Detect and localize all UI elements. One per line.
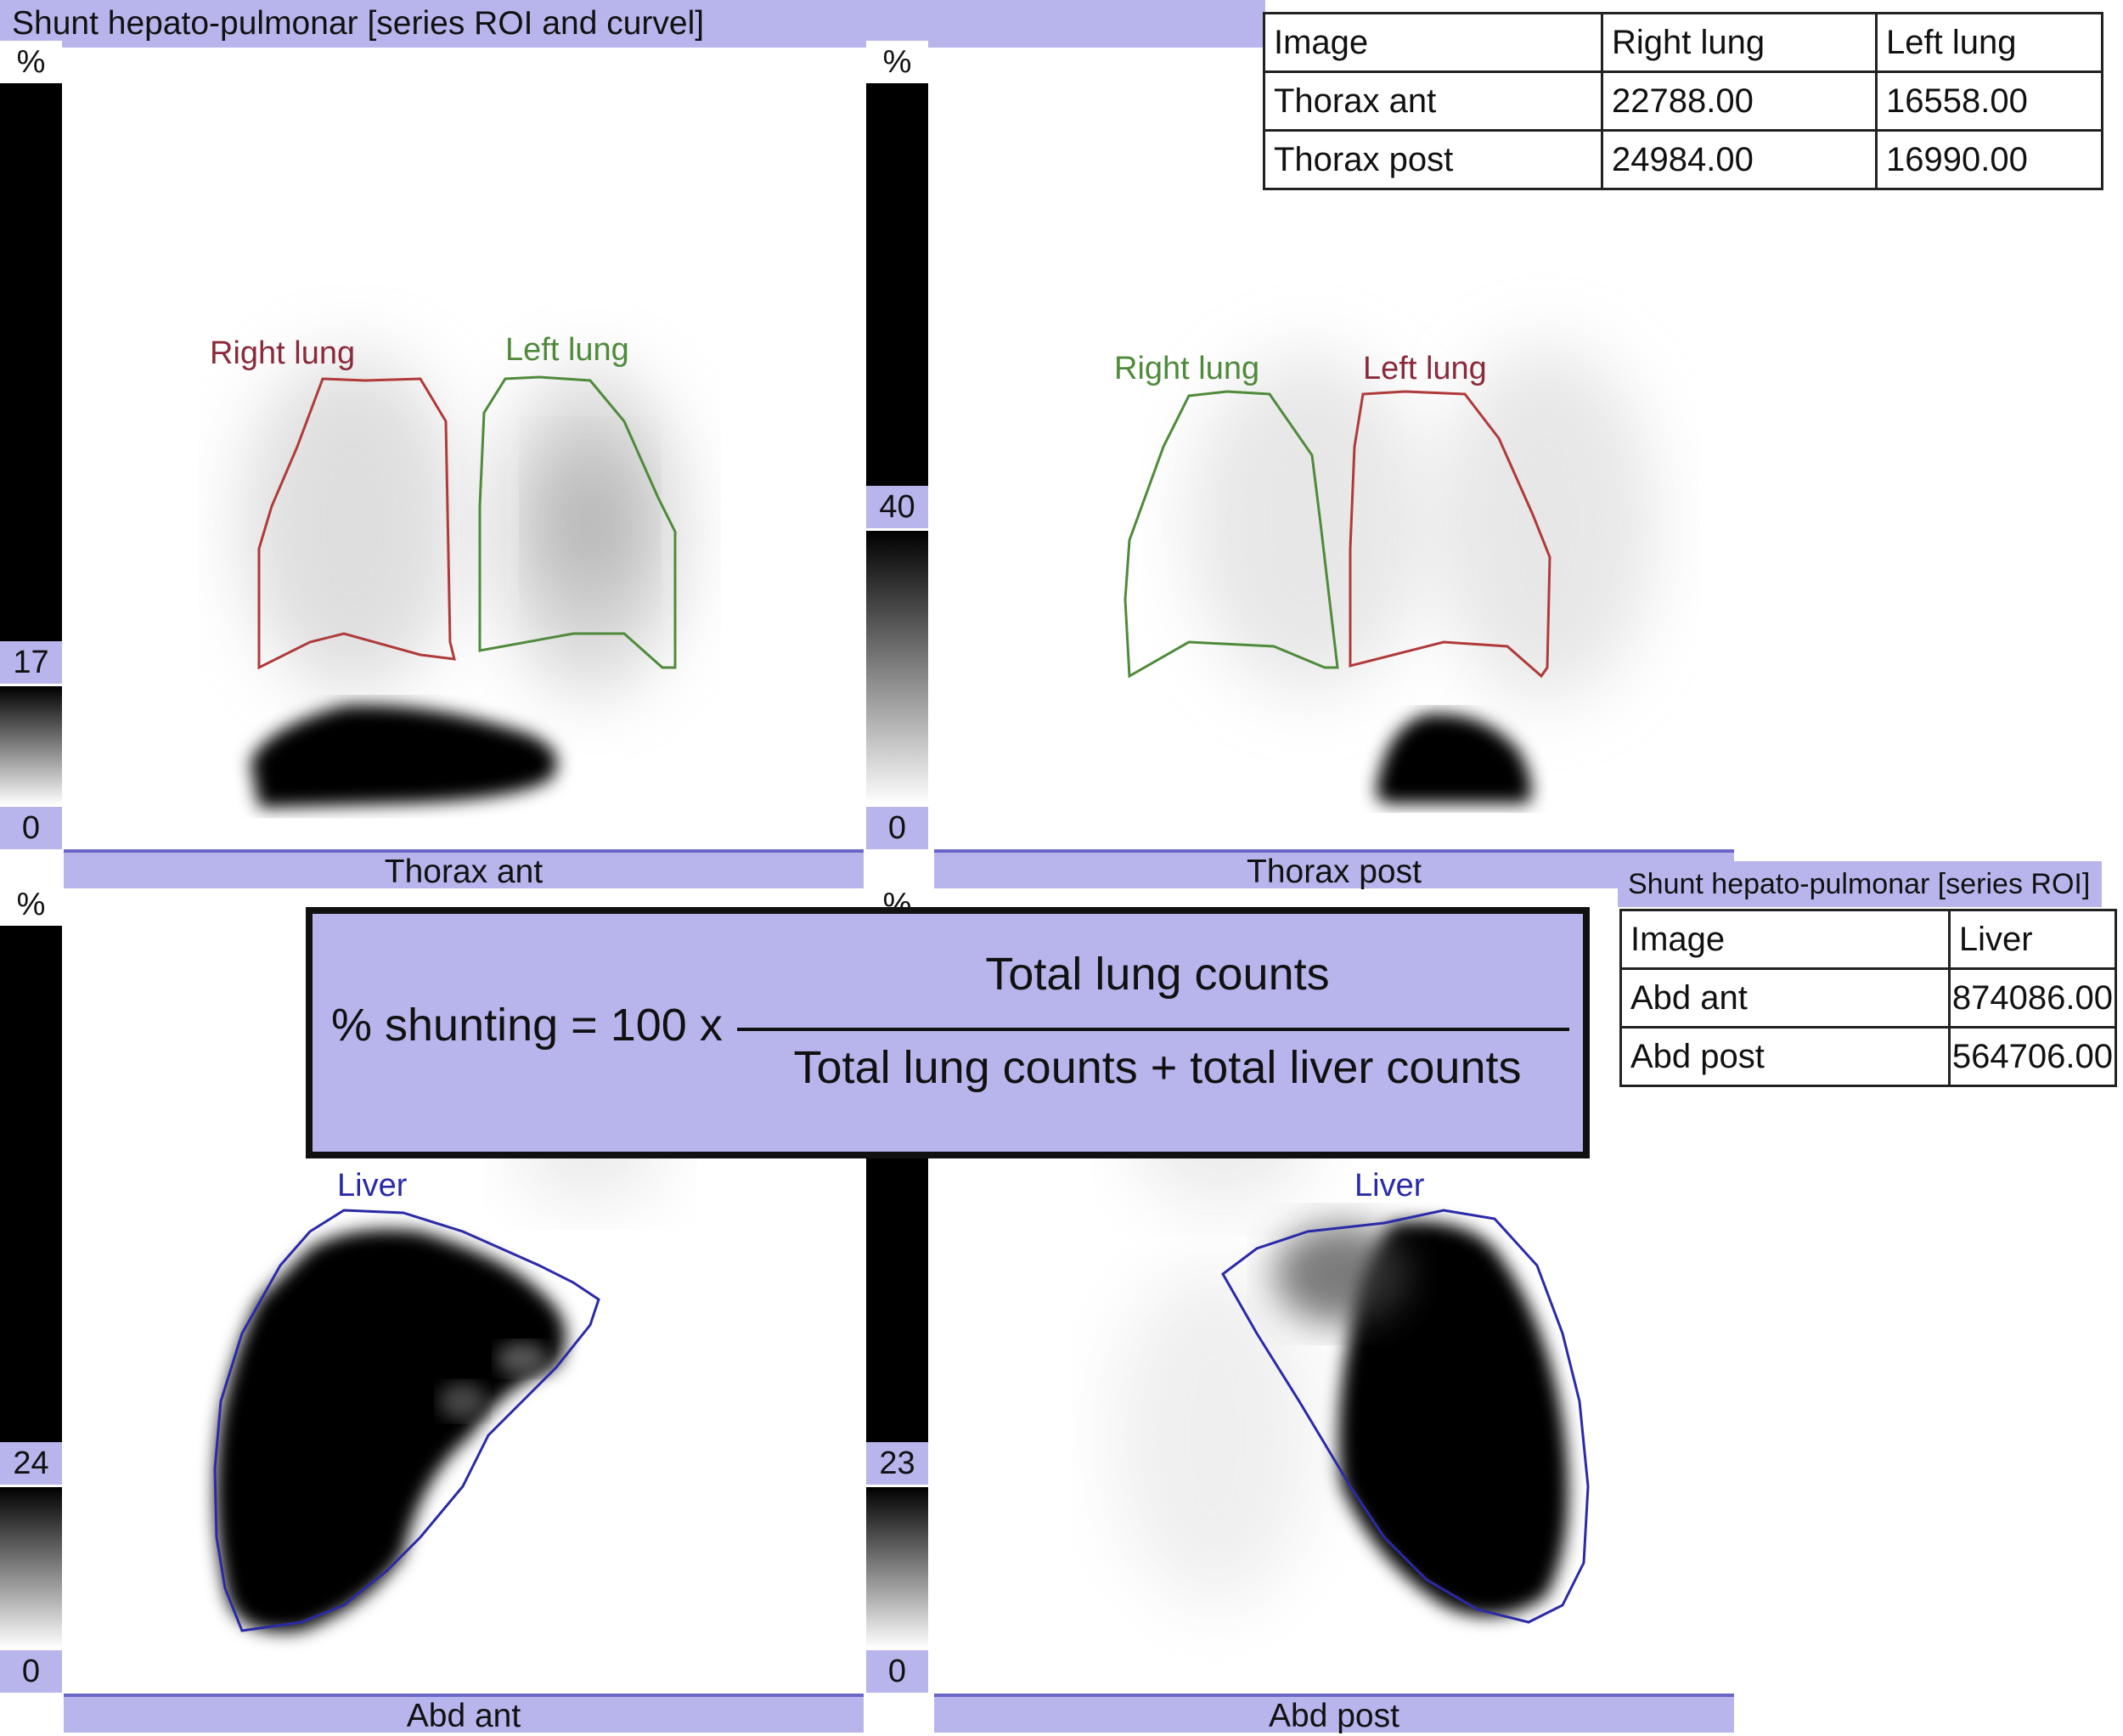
color-scale-gradient: [866, 531, 928, 805]
roi-label-right-lung: Right lung: [210, 335, 355, 371]
color-scale-gradient: [0, 1487, 62, 1649]
scale-percent-label: %: [866, 41, 928, 83]
panel-caption-thorax-ant: Thorax ant: [64, 849, 864, 890]
table-header-cell: Image: [1263, 12, 1603, 73]
roi-liver-outline: [1221, 1209, 1590, 1624]
scale-max-label: 23: [866, 1442, 928, 1485]
liver-table-title: Shunt hepato-pulmonar [series ROI]: [1618, 861, 2102, 907]
color-scale-bar: [866, 83, 928, 486]
window-title: Shunt hepato-pulmonar [series ROI and cu…: [0, 0, 1265, 48]
table-header-row: Image Right lung Left lung: [1263, 12, 2103, 73]
table-cell: Abd post: [1619, 1026, 1951, 1087]
image-panel-thorax-post[interactable]: Right lung Left lung: [934, 48, 1734, 850]
table-header-cell: Left lung: [1875, 12, 2103, 73]
scale-min-label: 0: [0, 1650, 62, 1693]
scale-min-label: 0: [866, 807, 928, 849]
table-cell: Abd ant: [1619, 967, 1951, 1029]
formula-lhs: % shunting = 100 x: [331, 1000, 723, 1051]
scale-percent-label: %: [0, 41, 62, 83]
roi-left-lung-outline: [478, 375, 677, 669]
scale-max-label: 17: [0, 641, 62, 684]
table-row: Abd ant 874086.00: [1619, 967, 2118, 1029]
table-cell: 564706.00: [1947, 1026, 2118, 1087]
table-row: Thorax ant 22788.00 16558.00: [1263, 70, 2103, 132]
table-row: Thorax post 24984.00 16990.00: [1263, 129, 2103, 190]
scale-percent-label: %: [0, 883, 62, 926]
scan-thorax-ant: Right lung Left lung: [210, 332, 684, 808]
table-cell: Thorax ant: [1263, 70, 1603, 132]
formula-fraction-line: [737, 1028, 1569, 1031]
table-row: Abd post 564706.00: [1619, 1026, 2118, 1087]
roi-label-left-lung: Left lung: [1363, 351, 1487, 386]
panel-caption-thorax-post: Thorax post: [934, 849, 1734, 890]
table-header-cell: Liver: [1947, 909, 2118, 970]
scale-min-label: 0: [0, 807, 62, 849]
scale-max-label: 24: [0, 1442, 62, 1485]
table-cell: 16990.00: [1875, 129, 2103, 190]
table-cell: Thorax post: [1263, 129, 1603, 190]
scale-min-label: 0: [866, 1650, 928, 1693]
liver-counts-table-container: Image Liver Abd ant 874086.00 Abd post 5…: [1619, 909, 2118, 1087]
table-header-row: Image Liver: [1619, 909, 2118, 970]
roi-liver-outline: [213, 1209, 600, 1632]
roi-label-liver: Liver: [337, 1168, 408, 1203]
color-scale-bar: [0, 926, 62, 1444]
table-header-cell: Right lung: [1601, 12, 1878, 73]
lung-counts-table: Image Right lung Left lung Thorax ant 22…: [1263, 12, 2103, 190]
roi-left-lung-outline: [1349, 390, 1551, 679]
roi-label-right-lung: Right lung: [1114, 351, 1259, 386]
table-cell: 22788.00: [1601, 70, 1878, 132]
roi-label-left-lung: Left lung: [505, 332, 629, 368]
scan-thorax-post: Right lung Left lung: [1114, 345, 1656, 803]
formula-denominator: Total lung counts + total liver counts: [793, 1042, 1522, 1093]
color-scale-gradient: [866, 1487, 928, 1649]
table-cell: 24984.00: [1601, 129, 1878, 190]
shunt-formula-box: % shunting = 100 x Total lung counts Tot…: [306, 907, 1590, 1158]
image-panel-thorax-ant[interactable]: Right lung Left lung: [64, 48, 864, 850]
lung-counts-table-container: Image Right lung Left lung Thorax ant 22…: [1263, 12, 2103, 190]
panel-caption-abd-ant: Abd ant: [64, 1694, 864, 1734]
formula-numerator: Total lung counts: [985, 949, 1330, 1000]
roi-label-liver: Liver: [1354, 1168, 1425, 1203]
table-cell: 874086.00: [1947, 967, 2118, 1029]
scale-max-label: 40: [866, 486, 928, 528]
color-scale-bar: [0, 83, 62, 644]
table-cell: 16558.00: [1875, 70, 2103, 132]
table-header-cell: Image: [1619, 909, 1951, 970]
roi-right-lung-outline: [1123, 390, 1339, 679]
roi-right-lung-outline: [257, 377, 456, 670]
liver-counts-table: Image Liver Abd ant 874086.00 Abd post 5…: [1619, 909, 2118, 1087]
color-scale-gradient: [0, 686, 62, 805]
panel-caption-abd-post: Abd post: [934, 1694, 1734, 1734]
